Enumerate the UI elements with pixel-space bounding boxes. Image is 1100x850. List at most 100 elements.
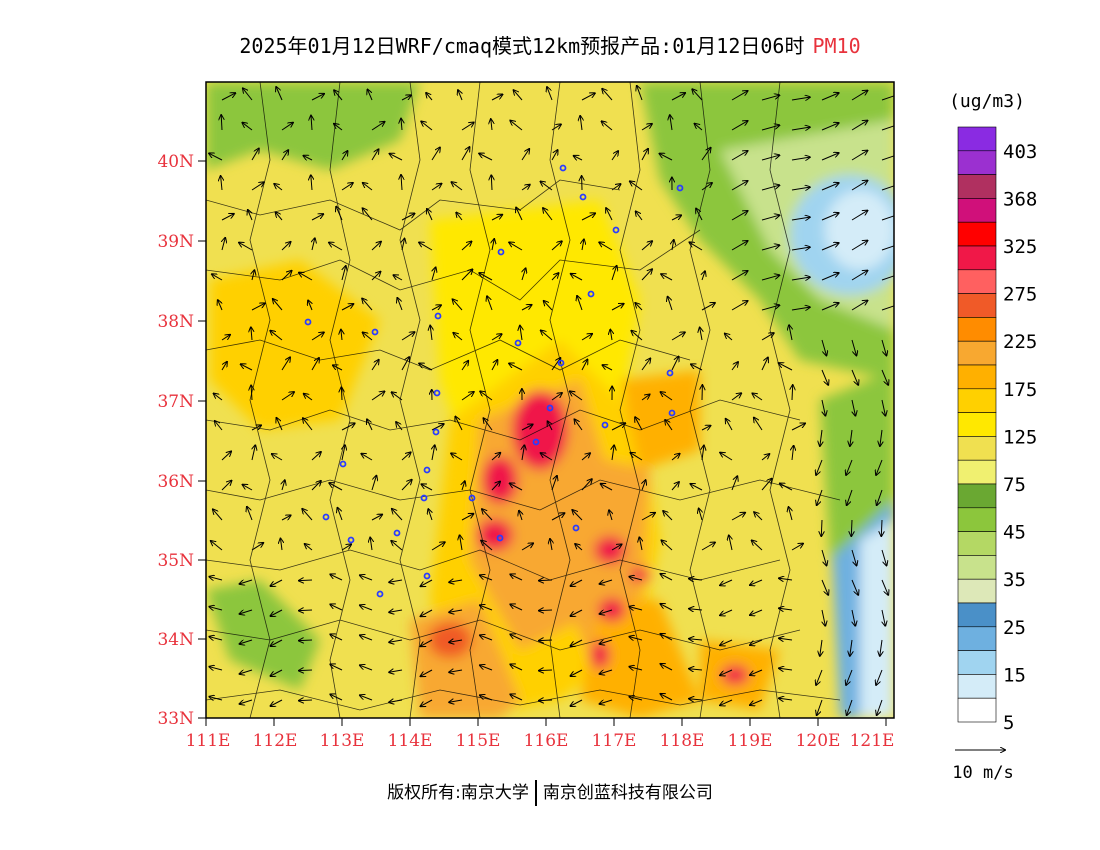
wind-arrow xyxy=(881,579,888,595)
wind-arrow xyxy=(851,339,856,355)
wind-arrow xyxy=(543,208,553,221)
wind-arrow xyxy=(821,213,839,221)
wind-arrow xyxy=(779,638,793,640)
wind-arrow xyxy=(580,116,582,131)
wind-arrow xyxy=(729,536,732,551)
wind-arrow xyxy=(571,609,583,616)
wind-arrow xyxy=(491,360,497,371)
wind-arrow xyxy=(209,667,223,670)
wind-arrow xyxy=(851,241,867,251)
lon-label: 117E xyxy=(592,731,637,751)
wind-arrow xyxy=(821,549,827,565)
wind-arrow xyxy=(725,334,733,341)
wind-arrow xyxy=(629,607,643,610)
legend-swatch xyxy=(957,245,997,271)
wind-arrow xyxy=(731,151,748,161)
wind-arrow xyxy=(367,419,373,431)
wind-arrow xyxy=(371,515,382,521)
wind-arrow xyxy=(270,331,283,341)
legend-swatch xyxy=(957,602,997,628)
wind-arrow xyxy=(211,541,223,551)
wind-arrow xyxy=(551,393,562,401)
legend-swatch xyxy=(957,507,997,532)
wind-arrow xyxy=(661,634,673,641)
legend-label: 275 xyxy=(1003,284,1037,306)
wind-arrow xyxy=(402,239,405,251)
legend-swatch xyxy=(957,198,997,223)
wind-arrow xyxy=(731,271,748,281)
wind-arrow xyxy=(209,153,223,161)
wind-arrow xyxy=(521,543,533,551)
wind-arrow xyxy=(851,271,867,281)
wind-arrow xyxy=(581,334,592,341)
wind-arrow xyxy=(311,94,324,101)
legend-swatch xyxy=(957,221,997,247)
wind-arrow xyxy=(851,369,858,385)
wind-arrow xyxy=(392,509,403,521)
wind-arrow xyxy=(430,326,432,341)
wind-arrow xyxy=(606,208,613,221)
wind-arrow xyxy=(661,274,673,281)
wind-arrow xyxy=(213,509,223,521)
wind-arrow xyxy=(702,271,705,281)
wind-arrow xyxy=(239,243,253,251)
legend-label: 25 xyxy=(1003,617,1026,639)
wind-arrow xyxy=(334,90,343,101)
wind-arrow xyxy=(419,242,433,251)
legend-swatch xyxy=(957,483,997,509)
wind-arrow xyxy=(881,304,894,311)
wind-arrow xyxy=(821,153,839,161)
wind-arrow xyxy=(481,541,493,551)
wind-arrow xyxy=(551,513,564,521)
wind-arrow xyxy=(428,509,432,521)
wind-arrow xyxy=(641,269,652,281)
wind-arrow xyxy=(221,115,222,131)
wind-arrow xyxy=(750,579,763,585)
wind-arrow xyxy=(881,94,894,101)
wind-arrow xyxy=(551,241,562,251)
title-pollutant: PM10 xyxy=(812,34,861,58)
wind-arrow xyxy=(360,605,373,611)
wind-arrow xyxy=(281,123,293,131)
wind-arrow xyxy=(752,393,763,401)
wind-arrow xyxy=(311,452,321,461)
wind-arrow xyxy=(521,185,530,191)
legend-label: 35 xyxy=(1003,569,1026,591)
wind-arrow xyxy=(461,514,473,521)
wind-arrow xyxy=(792,446,794,461)
wind-arrow xyxy=(363,183,373,191)
wind-arrow xyxy=(577,296,583,311)
wind-arrow xyxy=(458,90,462,101)
wind-arrow xyxy=(851,121,867,131)
wind-arrow xyxy=(341,387,342,401)
wind-arrow xyxy=(271,639,283,646)
wind-arrow xyxy=(850,429,852,446)
wind-arrow xyxy=(330,574,343,581)
wind-arrow xyxy=(731,513,745,521)
wind-arrow xyxy=(692,89,703,101)
wind-arrow xyxy=(690,242,703,251)
wind-arrow xyxy=(281,357,290,371)
wind-arrow xyxy=(308,301,312,311)
wind-arrow xyxy=(371,392,384,401)
wind-arrow xyxy=(631,331,643,341)
wind-arrow xyxy=(360,635,373,641)
wind-arrow xyxy=(850,639,852,656)
wind-arrow xyxy=(421,699,433,706)
wind-arrow xyxy=(691,484,703,491)
wind-arrow xyxy=(661,574,673,581)
wind-arrow xyxy=(754,418,763,431)
wind-arrow xyxy=(491,482,500,491)
wind-arrow xyxy=(761,125,779,131)
wind-arrow xyxy=(362,299,373,311)
wind-arrow xyxy=(521,149,529,161)
wind-arrow xyxy=(401,214,415,221)
wind-arrow xyxy=(209,697,223,700)
wind-arrow xyxy=(271,579,283,586)
wind-arrow xyxy=(600,699,613,704)
wind-arrow xyxy=(342,266,346,281)
wind-arrow xyxy=(218,300,222,311)
wind-arrow xyxy=(251,182,264,191)
wind-arrow xyxy=(882,399,885,416)
legend-swatch xyxy=(957,364,997,390)
